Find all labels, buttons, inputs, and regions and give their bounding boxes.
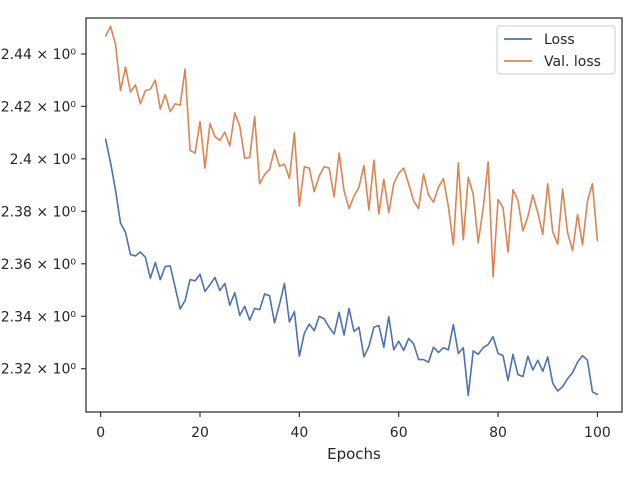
x-axis: 0 20 40 60 80 100 — [96, 412, 611, 441]
y-axis: 2.32 × 10⁰ 2.34 × 10⁰ 2.36 × 10⁰ 2.38 × 10⁰… — [1, 47, 86, 378]
x-tick-label: 0 — [96, 425, 105, 441]
y-tick-label: 2.32 × 10⁰ — [1, 362, 77, 378]
x-axis-title: Epochs — [327, 445, 381, 463]
series-line-loss — [104, 138, 599, 397]
y-tick-label: 2.34 × 10⁰ — [1, 309, 77, 325]
plot-series — [104, 25, 599, 397]
x-tick-label: 100 — [584, 425, 611, 441]
legend-label: Val. loss — [544, 54, 601, 70]
legend-box — [496, 25, 616, 75]
x-tick-label: 60 — [390, 425, 408, 441]
y-tick-label: 2.38 × 10⁰ — [1, 204, 77, 220]
x-tick-label: 40 — [290, 425, 308, 441]
y-tick-label: 2.4 × 10⁰ — [10, 152, 77, 168]
legend: Loss Val. loss — [496, 25, 616, 75]
x-tick-label: 20 — [191, 425, 209, 441]
y-tick-label: 2.42 × 10⁰ — [1, 99, 77, 115]
y-tick-label: 2.36 × 10⁰ — [1, 257, 77, 273]
x-tick-label: 80 — [489, 425, 507, 441]
y-tick-label: 2.44 × 10⁰ — [1, 47, 77, 63]
plot-frame — [85, 17, 623, 413]
legend-label: Loss — [544, 32, 575, 48]
series-line-val-loss — [104, 25, 599, 278]
